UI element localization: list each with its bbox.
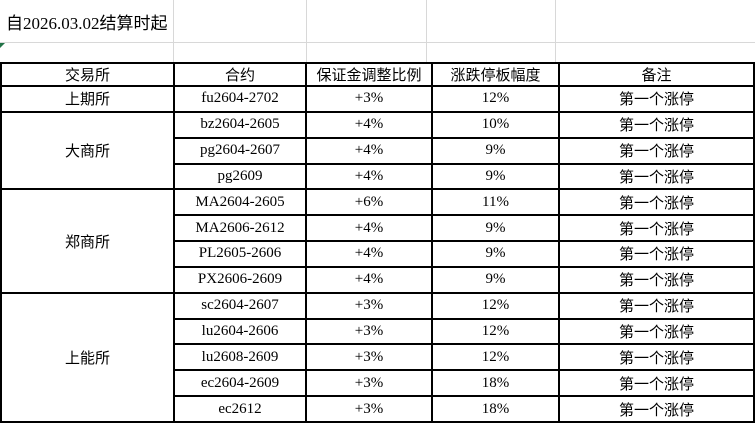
header-price-limit[interactable]: 涨跌停板幅度 (431, 62, 560, 87)
cell-exchange-czce[interactable]: 郑商所 (0, 188, 175, 294)
table-row: ec2612 +3% 18% 第一个涨停 (1, 395, 755, 423)
cell-limit[interactable]: 18% (431, 395, 560, 423)
gridline (306, 0, 307, 62)
cell-limit[interactable]: 12% (431, 291, 560, 320)
cell-note[interactable]: 第一个涨停 (558, 395, 755, 423)
title-cell[interactable]: 自2026.03.02结算时起 (6, 13, 168, 33)
cell-limit[interactable]: 9% (431, 162, 560, 191)
header-note[interactable]: 备注 (558, 62, 755, 87)
cell-margin[interactable]: +4% (305, 162, 433, 191)
cell-limit[interactable]: 12% (431, 343, 560, 372)
cell-contract[interactable]: lu2608-2609 (173, 343, 307, 372)
cell-margin[interactable]: +6% (305, 188, 433, 217)
header-contract[interactable]: 合约 (173, 62, 307, 87)
cell-limit[interactable]: 18% (431, 369, 560, 398)
cell-contract[interactable]: fu2604-2702 (173, 85, 307, 113)
header-margin-ratio[interactable]: 保证金调整比例 (305, 62, 433, 87)
table-row: PX2606-2609 +4% 9% 第一个涨停 (1, 265, 755, 294)
cell-margin[interactable]: +4% (305, 136, 433, 165)
cell-contract[interactable]: PX2606-2609 (173, 265, 307, 294)
table-row: MA2606-2612 +4% 9% 第一个涨停 (1, 214, 755, 243)
cell-note[interactable]: 第一个涨停 (558, 291, 755, 320)
cell-margin[interactable]: +4% (305, 110, 433, 139)
table-row: pg2609 +4% 9% 第一个涨停 (1, 162, 755, 191)
table-row: 郑商所 MA2604-2605 +6% 11% 第一个涨停 (0, 188, 755, 294)
cell-margin[interactable]: +3% (305, 343, 433, 372)
cell-margin[interactable]: +4% (305, 265, 433, 294)
table-row: 上能所 sc2604-2607 +3% 12% 第一个涨停 (0, 291, 755, 424)
cell-note[interactable]: 第一个涨停 (558, 317, 755, 346)
cell-contract[interactable]: ec2612 (173, 395, 307, 423)
cell-contract[interactable]: lu2604-2606 (173, 317, 307, 346)
cell-exchange-dce[interactable]: 大商所 (0, 110, 175, 191)
cell-note[interactable]: 第一个涨停 (558, 369, 755, 398)
cell-margin[interactable]: +3% (305, 85, 433, 113)
cell-limit[interactable]: 10% (431, 110, 560, 139)
cell-note[interactable]: 第一个涨停 (558, 110, 755, 139)
cell-note[interactable]: 第一个涨停 (558, 343, 755, 372)
table-row: lu2604-2606 +3% 12% 第一个涨停 (1, 317, 755, 346)
cell-error-indicator-icon (0, 43, 5, 48)
cell-limit[interactable]: 9% (431, 240, 560, 268)
cell-margin[interactable]: +4% (305, 240, 433, 268)
header-exchange[interactable]: 交易所 (0, 62, 175, 87)
cell-contract[interactable]: ec2604-2609 (173, 369, 307, 398)
cell-note[interactable]: 第一个涨停 (558, 188, 755, 217)
cell-contract[interactable]: sc2604-2607 (173, 291, 307, 320)
table-row: ec2604-2609 +3% 18% 第一个涨停 (1, 369, 755, 398)
cell-limit[interactable]: 9% (431, 214, 560, 243)
cell-contract[interactable]: pg2609 (173, 162, 307, 191)
gridline (555, 0, 556, 62)
cell-note[interactable]: 第一个涨停 (558, 214, 755, 243)
cell-note[interactable]: 第一个涨停 (558, 265, 755, 294)
cell-note[interactable]: 第一个涨停 (558, 240, 755, 268)
gridline (173, 0, 174, 62)
margin-adjustment-table: 交易所 合约 保证金调整比例 涨跌停板幅度 备注 上期所 fu2604-2702… (0, 62, 755, 424)
cell-note[interactable]: 第一个涨停 (558, 85, 755, 113)
cell-contract[interactable]: MA2604-2605 (173, 188, 307, 217)
cell-contract[interactable]: PL2605-2606 (173, 240, 307, 268)
cell-margin[interactable]: +3% (305, 369, 433, 398)
table-row: 上期所 fu2604-2702 +3% 12% 第一个涨停 (0, 85, 755, 113)
gridline (0, 42, 755, 43)
table-row: lu2608-2609 +3% 12% 第一个涨停 (1, 343, 755, 372)
cell-limit[interactable]: 9% (431, 265, 560, 294)
table-row: pg2604-2607 +4% 9% 第一个涨停 (1, 136, 755, 165)
cell-exchange-ine[interactable]: 上能所 (0, 291, 175, 424)
gridline (426, 0, 427, 62)
header-row: 交易所 合约 保证金调整比例 涨跌停板幅度 备注 (0, 62, 755, 87)
cell-exchange-shfe[interactable]: 上期所 (0, 85, 175, 113)
cell-limit[interactable]: 9% (431, 136, 560, 165)
cell-contract[interactable]: MA2606-2612 (173, 214, 307, 243)
cell-limit[interactable]: 11% (431, 188, 560, 217)
cell-limit[interactable]: 12% (431, 317, 560, 346)
cell-margin[interactable]: +3% (305, 395, 433, 423)
table-row: PL2605-2606 +4% 9% 第一个涨停 (1, 240, 755, 268)
cell-note[interactable]: 第一个涨停 (558, 162, 755, 191)
cell-margin[interactable]: +3% (305, 317, 433, 346)
cell-limit[interactable]: 12% (431, 85, 560, 113)
table-row: 大商所 bz2604-2605 +4% 10% 第一个涨停 (0, 110, 755, 191)
cell-contract[interactable]: pg2604-2607 (173, 136, 307, 165)
cell-note[interactable]: 第一个涨停 (558, 136, 755, 165)
cell-margin[interactable]: +4% (305, 214, 433, 243)
cell-margin[interactable]: +3% (305, 291, 433, 320)
cell-contract[interactable]: bz2604-2605 (173, 110, 307, 139)
